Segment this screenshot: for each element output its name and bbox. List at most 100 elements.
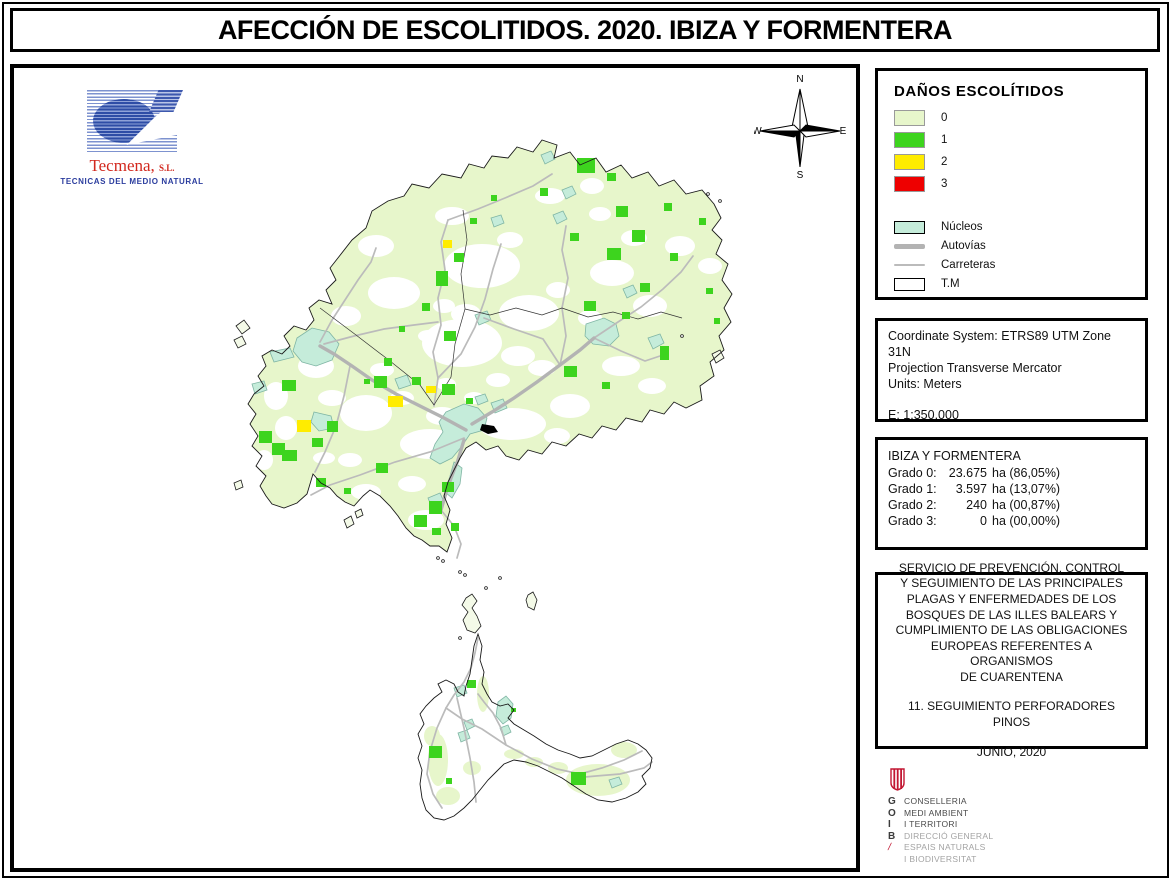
west-point-bottom <box>759 130 802 138</box>
islet-dot <box>436 556 440 560</box>
damage-grade2-patch <box>443 240 452 248</box>
islet-dot <box>441 559 445 563</box>
legend-row-t.m: T.M <box>894 277 1145 291</box>
carretera <box>573 761 653 779</box>
damage-grade1-patch <box>446 778 452 784</box>
nucleo-urbano <box>552 210 568 225</box>
east-point-top <box>798 124 841 132</box>
islet-layer <box>233 192 725 640</box>
west-point-top <box>759 124 802 132</box>
service-date: JUNIO, 2020 <box>976 744 1047 759</box>
formentera-coastline <box>417 632 653 821</box>
damage-grade1-patch <box>466 398 473 404</box>
carretera <box>426 707 447 809</box>
forest-gap <box>550 394 590 418</box>
stats-row: Grado 1: 3.597 ha (13,07%) <box>888 482 1061 496</box>
damage-grade1-patch <box>571 772 586 785</box>
goib-letter <box>888 854 904 866</box>
damage-grade1-patch <box>470 218 477 224</box>
damage-grade1-patch <box>399 326 405 332</box>
forest-gap <box>370 363 394 377</box>
forest-gap <box>433 299 455 313</box>
damage-swatch <box>894 132 925 148</box>
forest-gap <box>435 207 469 225</box>
damage-grade1-patch <box>436 271 448 286</box>
damage-grade1-patch <box>640 283 650 292</box>
goib-letter: B <box>888 830 896 842</box>
forest-gap <box>486 373 510 387</box>
damage-grade1-patch <box>540 188 548 196</box>
goib-logo: G CONSELLERIA O MEDI AMBIENT I I TERRITORI B DI… <box>886 768 1138 866</box>
damage-grade1-patch <box>327 421 338 432</box>
nucleo-urbano <box>474 393 489 406</box>
damage-grade1-patch <box>660 346 669 360</box>
damage-grade1-patch <box>622 312 630 319</box>
islet-dot <box>706 192 710 196</box>
damage-grade1-patch <box>442 482 454 492</box>
ibiza-coastline <box>247 139 733 553</box>
forest-gap <box>297 501 323 515</box>
legend-row-núcleos: Núcleos <box>894 220 1145 234</box>
damage-grade1-patch <box>454 253 464 262</box>
islet-dot <box>458 636 462 640</box>
autovia <box>470 336 596 426</box>
goib-letter: G <box>888 796 896 807</box>
island-map[interactable] <box>14 68 856 868</box>
grade0-patch <box>477 676 489 712</box>
goib-letter: O <box>888 807 896 819</box>
forest-gap <box>338 453 362 467</box>
legend-row-carreteras: Carreteras <box>894 258 1145 272</box>
legend-row-grade-2: 2 <box>894 154 1145 170</box>
forest-gap <box>698 258 722 274</box>
damage-grade2-patch <box>297 420 311 432</box>
damage-grade1-patch <box>312 438 323 447</box>
legend-title: DAÑOS ESCOLÍTIDOS <box>894 83 1065 100</box>
compass-e-label: E <box>840 126 846 137</box>
damage-grade1-patch <box>607 173 616 181</box>
carretera <box>456 697 477 803</box>
forest-gap <box>255 450 273 470</box>
goib-line: I BIODIVERSITAT <box>904 853 977 864</box>
forest-gap <box>368 277 420 309</box>
damage-grade1-patch <box>451 523 459 531</box>
ibiza-harbor <box>480 424 498 434</box>
damage-grade1-patch <box>432 528 441 535</box>
tecmena-name: Tecmena, S.L. <box>89 156 175 175</box>
goib-line: I TERRITORI <box>904 819 958 829</box>
damage-grade2-patch <box>426 386 436 393</box>
islet <box>235 319 251 335</box>
harbor-layer <box>480 424 498 434</box>
stats-row: Grado 0: 23.675 ha (86,05%) <box>888 466 1061 480</box>
tecmena-logo: Tecmena, S.L. TECNICAS DEL MEDIO NATURAL <box>52 90 212 186</box>
islet <box>461 593 482 634</box>
legend-row-grade-0: 0 <box>894 110 1145 126</box>
nucleo-urbano <box>561 185 577 200</box>
damage-grade1-patch <box>664 203 672 211</box>
islet <box>343 515 355 529</box>
islet-dot <box>458 570 462 574</box>
goib-slash: / <box>886 842 893 853</box>
damage-grade1-patch <box>670 253 678 261</box>
north-arrow: N S E W <box>752 72 846 185</box>
carretera <box>447 173 553 221</box>
damage-grade1-patch <box>491 195 497 201</box>
forest-gap <box>313 452 335 464</box>
goib-text-block: G CONSELLERIA O MEDI AMBIENT I I TERRITORI B DI… <box>886 796 1138 866</box>
islet <box>525 591 538 611</box>
service-description-box: SERVICIO DE PREVENCIÓN, CONTROL Y SEGUIM… <box>875 561 1148 759</box>
grade0-patch <box>436 787 460 805</box>
nucleo-urbano <box>292 327 340 367</box>
forest-gap <box>318 390 346 406</box>
damage-grade1-patch <box>602 382 610 389</box>
islet-dot <box>680 334 684 338</box>
goib-line: CONSELLERIA <box>904 796 967 806</box>
damage-grade2-layer <box>297 240 452 432</box>
stats-row: Grado 3: 0 ha (00,00%) <box>888 514 1061 528</box>
carretera <box>323 321 439 345</box>
service-paragraph: SERVICIO DE PREVENCIÓN, CONTROL Y SEGUIM… <box>895 560 1128 684</box>
carretera <box>445 637 479 709</box>
nucleo-urbano <box>622 284 638 299</box>
damage-grade1-patch <box>699 218 706 225</box>
islet-dot <box>463 573 467 577</box>
legend-row-grade-3: 3 <box>894 176 1145 192</box>
